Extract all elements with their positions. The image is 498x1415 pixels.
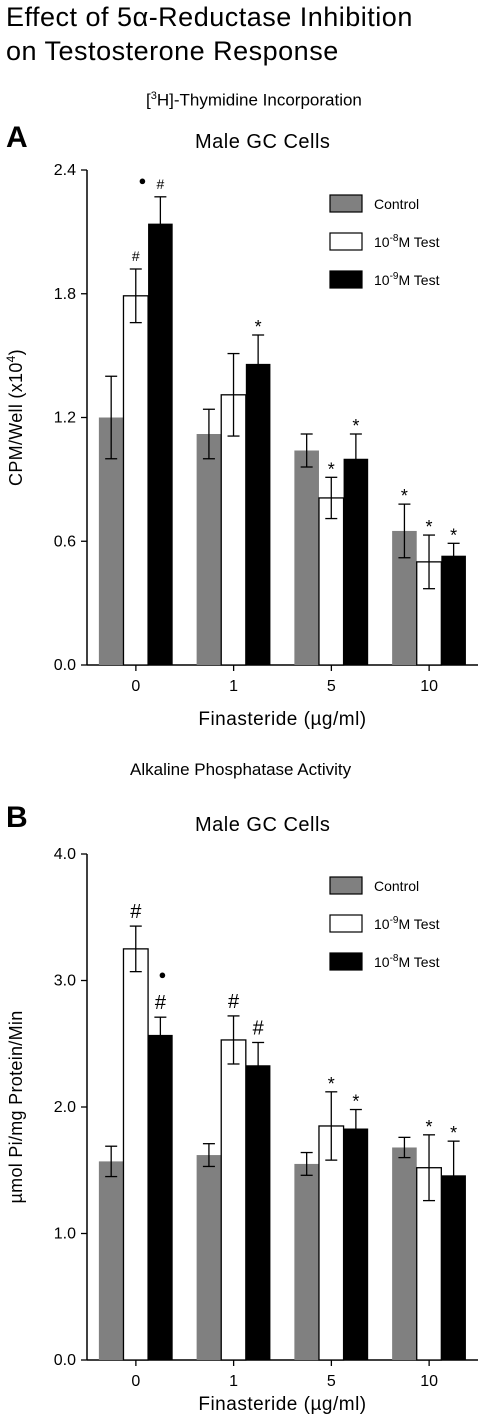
bar [196,434,222,665]
bar [318,497,345,666]
bar [343,1128,369,1360]
bar [294,450,319,665]
legend-label-sup: -9 [390,915,399,926]
panel-b-letter: B [6,801,28,834]
x-tick-label: 0 [131,1373,140,1390]
significance-marker: * [450,525,457,545]
y-tick-label: 0.0 [54,1352,76,1369]
x-tick-label: 10 [420,1373,438,1390]
x-axis-label: Finasteride (µg/ml) [198,1394,366,1415]
y-tick-label: 3.0 [54,973,76,990]
legend-label-sup: -8 [390,953,399,964]
bar [318,1125,345,1361]
x-tick-label: 1 [229,678,238,695]
y-axis-label: µmol Pi/mg Protein/Min [6,1010,26,1203]
panel-a-subtitle: [3H]-Thymidine Incorporation [146,90,362,110]
significance-marker: * [426,517,433,537]
significance-marker: * [426,1117,433,1137]
legend-label: 10-8M Test [374,953,440,970]
significance-marker: * [401,486,408,506]
y-tick-label: 2.4 [54,162,76,179]
bar [343,458,369,665]
extra-marker: ● [138,173,146,188]
panel-b-chart-title: Male GC Cells [195,814,331,836]
x-tick-label: 10 [420,678,438,695]
panel-b-subtitle: Alkaline Phosphatase Activity [130,760,352,779]
significance-marker: * [328,1074,335,1094]
legend-swatch [329,952,363,971]
legend-label-sup: -8 [390,233,399,244]
legend-swatch [329,914,363,933]
panel-b-chart: 0.0 1.0 2.0 3.0 4.0 µmol Pi/mg Protein/Min Fin… [6,846,478,1415]
y-tick-label: 1.2 [54,410,76,427]
significance-marker: # [253,1017,265,1039]
significance-marker: * [328,459,335,479]
y-axis-label-post: ) [6,349,26,355]
significance-marker: * [352,1092,359,1112]
legend-label-sup: -9 [390,271,399,282]
bar [148,223,173,665]
bar [245,1065,271,1360]
legend-label-post: M Test [398,954,439,970]
extra-marker: ● [158,967,166,982]
bar [441,555,466,665]
x-tick-label: 0 [131,678,140,695]
significance-marker: * [450,1123,457,1143]
bar [245,363,271,665]
legend-label-post: M Test [398,234,439,250]
y-tick-label: 0.0 [54,657,76,674]
bar [294,1163,319,1360]
figure-title-line-1: Effect of 5α-Reductase Inhibition [6,2,413,32]
y-axis-label-sup: 4 [4,355,18,362]
figure-title-line-2: on Testosterone Response [6,36,339,66]
y-tick-label: 4.0 [54,846,76,863]
legend-swatch [329,194,363,213]
panel-a-chart: 0.0 0.6 1.2 1.8 2.4 CPM/Well (x104) Finasterid… [4,162,478,730]
y-tick-label: 0.6 [54,533,76,550]
bar [122,948,149,1361]
legend-label: 10-9M Test [374,271,440,288]
legend-label-post: M Test [398,272,439,288]
legend-swatch [329,876,363,895]
bar [392,1147,417,1360]
x-tick-label: 1 [229,1373,238,1390]
legend-swatch [329,270,363,289]
bar [148,1034,173,1360]
significance-marker: # [228,991,240,1013]
significance-marker: # [130,901,142,923]
x-tick-label: 5 [327,1373,336,1390]
bar [196,1155,222,1360]
significance-marker: # [155,992,167,1014]
legend-swatch [329,232,363,251]
panel-a-chart-title: Male GC Cells [195,131,331,153]
y-axis-label: CPM/Well (x104) [4,349,26,486]
x-axis-label: Finasteride (µg/ml) [198,709,366,730]
legend-label: 10-9M Test [374,915,440,932]
panel-a-letter: A [6,121,28,154]
bar [122,295,149,666]
x-tick-label: 5 [327,678,336,695]
y-tick-label: 1.8 [54,286,76,303]
bar [220,394,247,666]
y-tick-label: 2.0 [54,1099,76,1116]
significance-marker: # [156,176,164,192]
significance-marker: # [132,248,140,264]
significance-marker: * [352,416,359,436]
y-tick-label: 1.0 [54,1226,76,1243]
significance-marker: * [255,317,262,337]
bar [98,1161,124,1360]
bar [220,1039,247,1361]
legend-label: Control [374,196,419,212]
legend-label-post: M Test [398,916,439,932]
legend-label: 10-8M Test [374,233,440,250]
legend-label: Control [374,878,419,894]
